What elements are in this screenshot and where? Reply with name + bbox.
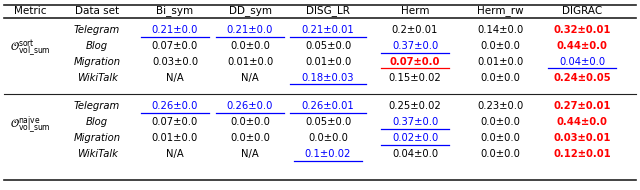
Text: 0.37±0.0: 0.37±0.0 [392, 41, 438, 51]
Text: 0.0±0.0: 0.0±0.0 [480, 41, 520, 51]
Text: 0.21±0.0: 0.21±0.0 [227, 25, 273, 35]
Text: 0.0±0.0: 0.0±0.0 [480, 133, 520, 143]
Text: 0.04±0.0: 0.04±0.0 [559, 57, 605, 67]
Text: 0.0±0.0: 0.0±0.0 [480, 117, 520, 127]
Text: 0.04±0.0: 0.04±0.0 [392, 149, 438, 159]
Text: Herm_rw: Herm_rw [477, 5, 524, 16]
Text: $\mathcal{O}^{\mathrm{sort}}_{\mathrm{vol\_sum}}$: $\mathcal{O}^{\mathrm{sort}}_{\mathrm{vo… [10, 39, 51, 59]
Text: 0.03±0.01: 0.03±0.01 [553, 133, 611, 143]
Text: DISG_LR: DISG_LR [306, 5, 350, 16]
Text: 0.26±0.01: 0.26±0.01 [301, 101, 355, 111]
Text: 0.15±0.02: 0.15±0.02 [388, 73, 442, 83]
Text: 0.26±0.0: 0.26±0.0 [227, 101, 273, 111]
Text: WikiTalk: WikiTalk [77, 73, 117, 83]
Text: 0.21±0.01: 0.21±0.01 [301, 25, 355, 35]
Text: N/A: N/A [241, 149, 259, 159]
Text: Metric: Metric [13, 6, 46, 16]
Text: 0.03±0.0: 0.03±0.0 [152, 57, 198, 67]
Text: Herm: Herm [401, 6, 429, 16]
Text: 0.32±0.01: 0.32±0.01 [553, 25, 611, 35]
Text: 0.25±0.02: 0.25±0.02 [388, 101, 442, 111]
Text: Telegram: Telegram [74, 25, 120, 35]
Text: N/A: N/A [166, 73, 184, 83]
Text: WikiTalk: WikiTalk [77, 149, 117, 159]
Text: 0.01±0.0: 0.01±0.0 [152, 133, 198, 143]
Text: 0.01±0.0: 0.01±0.0 [227, 57, 273, 67]
Text: 0.12±0.01: 0.12±0.01 [553, 149, 611, 159]
Text: 0.1±0.02: 0.1±0.02 [305, 149, 351, 159]
Text: 0.14±0.0: 0.14±0.0 [477, 25, 523, 35]
Text: 0.07±0.0: 0.07±0.0 [390, 57, 440, 67]
Text: 0.26±0.0: 0.26±0.0 [152, 101, 198, 111]
Text: 0.44±0.0: 0.44±0.0 [557, 117, 607, 127]
Text: 0.0±0.0: 0.0±0.0 [480, 149, 520, 159]
Text: Blog: Blog [86, 41, 108, 51]
Text: 0.44±0.0: 0.44±0.0 [557, 41, 607, 51]
Text: N/A: N/A [241, 73, 259, 83]
Text: 0.0±0.0: 0.0±0.0 [230, 133, 270, 143]
Text: Bi_sym: Bi_sym [156, 5, 193, 16]
Text: 0.05±0.0: 0.05±0.0 [305, 41, 351, 51]
Text: 0.0±0.0: 0.0±0.0 [230, 41, 270, 51]
Text: Data set: Data set [75, 6, 119, 16]
Text: 0.0±0.0: 0.0±0.0 [230, 117, 270, 127]
Text: $\mathcal{O}^{\mathrm{naive}}_{\mathrm{vol\_sum}}$: $\mathcal{O}^{\mathrm{naive}}_{\mathrm{v… [10, 114, 51, 136]
Text: Telegram: Telegram [74, 101, 120, 111]
Text: 0.0±0.0: 0.0±0.0 [480, 73, 520, 83]
Text: 0.07±0.0: 0.07±0.0 [152, 41, 198, 51]
Text: 0.01±0.0: 0.01±0.0 [477, 57, 523, 67]
Text: Migration: Migration [74, 133, 120, 143]
Text: 0.01±0.0: 0.01±0.0 [305, 57, 351, 67]
Text: 0.18±0.03: 0.18±0.03 [301, 73, 355, 83]
Text: Migration: Migration [74, 57, 120, 67]
Text: 0.2±0.01: 0.2±0.01 [392, 25, 438, 35]
Text: 0.02±0.0: 0.02±0.0 [392, 133, 438, 143]
Text: 0.05±0.0: 0.05±0.0 [305, 117, 351, 127]
Text: 0.23±0.0: 0.23±0.0 [477, 101, 523, 111]
Text: 0.37±0.0: 0.37±0.0 [392, 117, 438, 127]
Text: 0.0±0.0: 0.0±0.0 [308, 133, 348, 143]
Text: 0.21±0.0: 0.21±0.0 [152, 25, 198, 35]
Text: 0.24±0.05: 0.24±0.05 [553, 73, 611, 83]
Text: 0.07±0.0: 0.07±0.0 [152, 117, 198, 127]
Text: Blog: Blog [86, 117, 108, 127]
Text: DIGRAC: DIGRAC [562, 6, 602, 16]
Text: DD_sym: DD_sym [228, 5, 271, 16]
Text: 0.27±0.01: 0.27±0.01 [553, 101, 611, 111]
Text: N/A: N/A [166, 149, 184, 159]
